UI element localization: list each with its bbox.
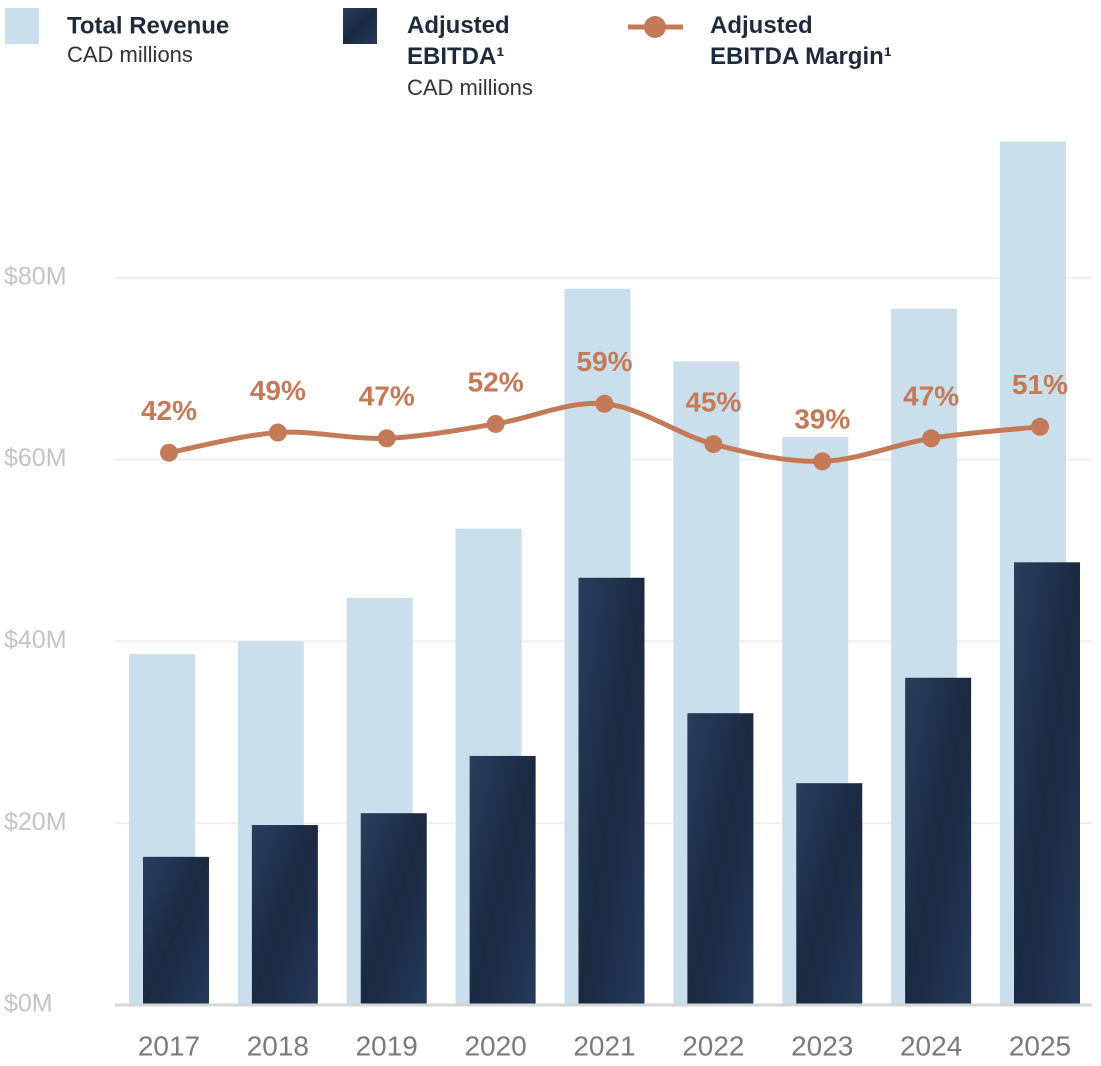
y-tick-label: $40M bbox=[4, 626, 67, 654]
data-label: 49% bbox=[250, 375, 306, 406]
legend-unit: CAD millions bbox=[407, 75, 533, 100]
bar bbox=[578, 577, 645, 1005]
margin-point bbox=[486, 414, 505, 433]
margin-point bbox=[377, 429, 396, 448]
margin-point bbox=[813, 452, 832, 471]
x-tick-label: 2025 bbox=[1009, 1030, 1071, 1061]
bar bbox=[251, 825, 318, 1005]
legend-swatch bbox=[343, 8, 377, 44]
bar bbox=[360, 813, 427, 1005]
x-tick-label: 2023 bbox=[791, 1030, 853, 1061]
x-tick-label: 2021 bbox=[573, 1030, 635, 1061]
bar bbox=[1014, 562, 1080, 1005]
margin-point bbox=[704, 435, 723, 454]
bar bbox=[905, 677, 972, 1005]
data-label: 47% bbox=[903, 381, 959, 412]
x-tick-label: 2019 bbox=[356, 1030, 418, 1061]
y-tick-label: $20M bbox=[4, 808, 67, 836]
data-label: 47% bbox=[359, 381, 415, 412]
data-label: 51% bbox=[1012, 369, 1068, 400]
bar bbox=[143, 856, 209, 1005]
bar bbox=[796, 783, 863, 1005]
legend-label: Total Revenue bbox=[67, 12, 229, 39]
margin-point bbox=[922, 429, 941, 448]
data-label: 52% bbox=[468, 366, 524, 397]
x-tick-label: 2017 bbox=[138, 1030, 200, 1061]
y-tick-label: $0M bbox=[4, 990, 53, 1018]
margin-point bbox=[1031, 417, 1049, 436]
y-tick-label: $60M bbox=[4, 444, 67, 472]
legend-swatch bbox=[5, 8, 39, 44]
x-tick-label: 2024 bbox=[900, 1030, 962, 1061]
margin-point bbox=[268, 423, 287, 442]
bar bbox=[687, 713, 754, 1005]
data-label: 39% bbox=[794, 404, 850, 435]
legend-label: Adjusted EBITDA Margin¹ bbox=[710, 12, 892, 70]
bar bbox=[469, 755, 536, 1005]
data-label: 45% bbox=[685, 386, 741, 417]
legend-label: Adjusted EBITDA¹ bbox=[407, 12, 510, 70]
x-tick-label: 2022 bbox=[682, 1030, 744, 1061]
margin-point bbox=[595, 394, 614, 413]
y-tick-label: $80M bbox=[4, 262, 67, 290]
data-label: 59% bbox=[576, 346, 632, 377]
data-label: 42% bbox=[141, 395, 197, 426]
legend-unit: CAD millions bbox=[67, 42, 193, 67]
x-tick-label: 2018 bbox=[247, 1030, 309, 1061]
x-tick-label: 2020 bbox=[464, 1030, 526, 1061]
legend-marker bbox=[644, 16, 666, 38]
margin-point bbox=[160, 443, 178, 462]
